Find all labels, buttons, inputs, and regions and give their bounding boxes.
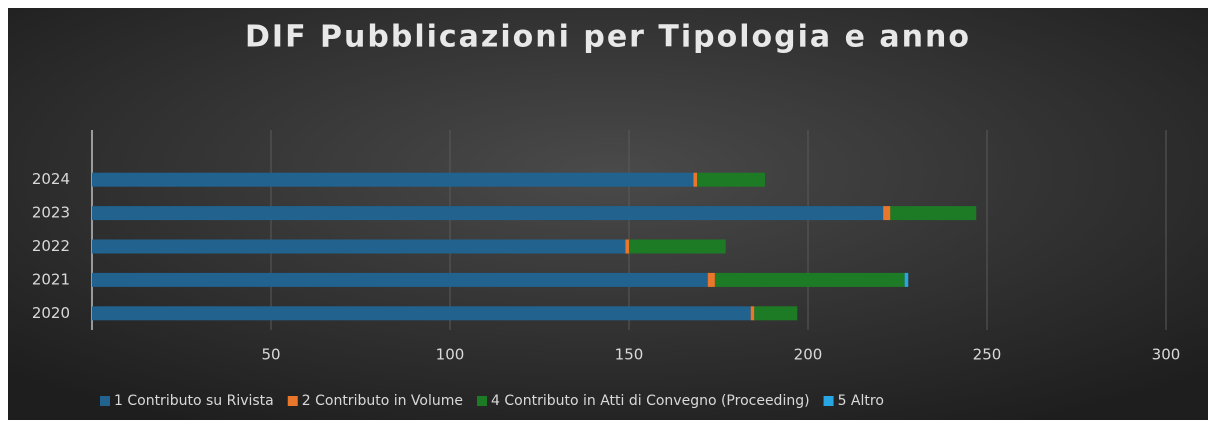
y-tick-label: 2020 [32,304,70,322]
bar-segment [693,172,698,187]
x-tick-label: 200 [794,346,823,364]
bar-segment [629,239,726,254]
bar-segment [890,206,977,221]
legend-swatch [823,396,834,406]
y-tick-label: 2024 [32,170,70,188]
bar-segment [750,306,755,321]
bar-segment [697,172,766,187]
x-tick-label: 100 [436,346,465,364]
legend-label: 1 Contributo su Rivista [114,393,274,409]
bar-segment [754,306,798,321]
x-tick-label: 250 [973,346,1002,364]
y-tick-label: 2021 [32,270,70,288]
legend-label: 2 Contributo in Volume [302,393,463,409]
bar-segment [92,172,694,187]
chart-title: DIF Pubblicazioni per Tipologia e anno [245,20,971,55]
bar-segment [92,306,751,321]
bar-segment [883,206,891,221]
bar-segment [707,272,715,287]
bar-segment [904,272,909,287]
legend-swatch [100,396,110,406]
bar-segment [92,206,884,221]
y-tick-label: 2022 [32,237,70,255]
legend-swatch [287,396,298,406]
legend-label: 5 Altro [838,393,884,409]
bar-segment [625,239,629,254]
legend-label: 4 Contributo in Atti di Convegno (Procee… [491,393,810,409]
legend-swatch [477,396,488,406]
x-tick-label: 150 [615,346,644,364]
bar-segment [714,272,905,287]
bar-segment [92,239,626,254]
bar-segment [92,272,708,287]
x-tick-label: 50 [261,346,280,364]
x-tick-label: 300 [1152,346,1181,364]
y-tick-label: 2023 [32,204,70,222]
